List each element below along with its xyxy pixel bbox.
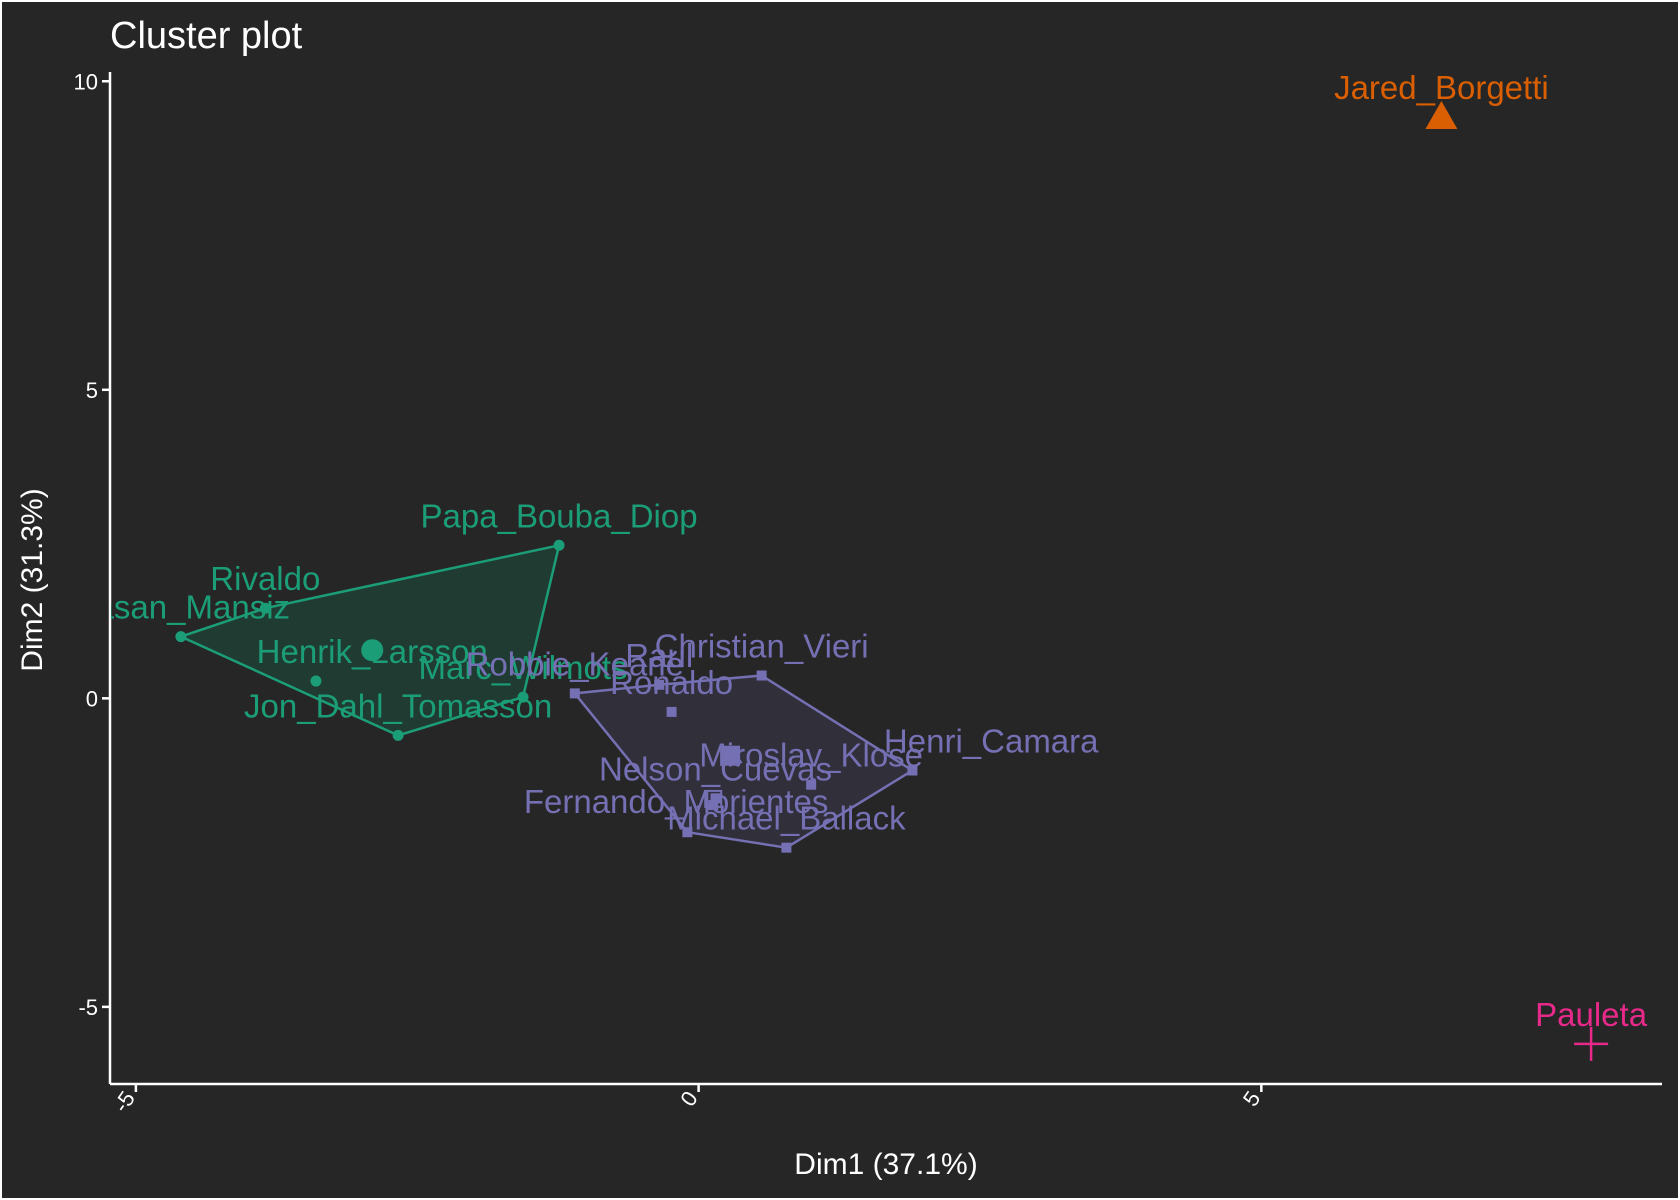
- cluster-2-center: [720, 745, 741, 766]
- point-rivaldo: [259, 602, 271, 614]
- point-nelson-cuevas: [710, 793, 721, 804]
- chart-title: Cluster plot: [110, 15, 303, 57]
- y-tick-label: 5: [86, 378, 98, 403]
- point-pauleta: [1574, 1026, 1609, 1061]
- point-michael-ballack: [781, 842, 792, 853]
- point-jon-dahl-tomasson: [392, 729, 404, 741]
- label-christian-vieri: Christian_Vieri: [655, 627, 869, 664]
- point-robbie-keane: [569, 688, 580, 699]
- label-nelson-cuevas: Nelson_Cuevas: [599, 750, 832, 787]
- label-michael-ballack: Michael_Ballack: [667, 800, 906, 837]
- y-axis-title: Dim2 (31.3%): [16, 488, 49, 671]
- y-tick-label: 10: [74, 69, 98, 94]
- point-fernando-morientes: [708, 800, 719, 811]
- label-marc-wilmots: Marc_Wilmots: [419, 649, 628, 686]
- data-points: [175, 101, 1609, 1061]
- label-jon-dahl-tomasson: Jon_Dahl_Tomasson: [244, 687, 552, 724]
- y-tick-label: 0: [86, 686, 98, 711]
- point-papa-bouba-diop: [553, 539, 565, 551]
- point-henrik-larsson: [310, 675, 322, 687]
- label-hasan-mansiz: Hasan_Mansiz: [72, 589, 290, 626]
- point-miroslav-klose: [806, 779, 817, 790]
- label-pauleta: Pauleta: [1535, 996, 1648, 1033]
- point-ronaldo: [666, 706, 677, 717]
- point-marc-wilmots: [517, 691, 529, 703]
- label-raul: Raul: [625, 637, 693, 674]
- label-jared-borgetti: Jared_Borgetti: [1334, 69, 1549, 106]
- point-marquinhos: [682, 827, 693, 838]
- label-rivaldo: Rivaldo: [210, 560, 320, 597]
- cluster-1-center: [361, 639, 384, 662]
- point-raul: [654, 679, 665, 690]
- point-hasan-mansiz: [175, 631, 187, 643]
- label-miroslav-klose: Miroslav_Klose: [699, 737, 923, 774]
- label-fernando-morientes: Fernando_Morientes: [524, 783, 829, 820]
- point-fernando-morientes-outline: [704, 789, 723, 808]
- point-jared-borgetti: [1425, 101, 1458, 130]
- label-henri-camara: Henri_Camara: [884, 723, 1099, 760]
- x-axis-title: Dim1 (37.1%): [794, 1148, 977, 1181]
- point-henri-camara: [907, 765, 918, 776]
- point-christian-vieri: [756, 670, 767, 681]
- label-robbie-keane: Robbie_Keane: [466, 645, 684, 682]
- label-ronaldo: Ronaldo: [610, 664, 733, 701]
- y-tick-label: -5: [78, 995, 98, 1020]
- label-henrik-larsson: Henrik_Larsson: [257, 633, 488, 670]
- label-papa-bouba-diop: Papa_Bouba_Diop: [421, 497, 698, 534]
